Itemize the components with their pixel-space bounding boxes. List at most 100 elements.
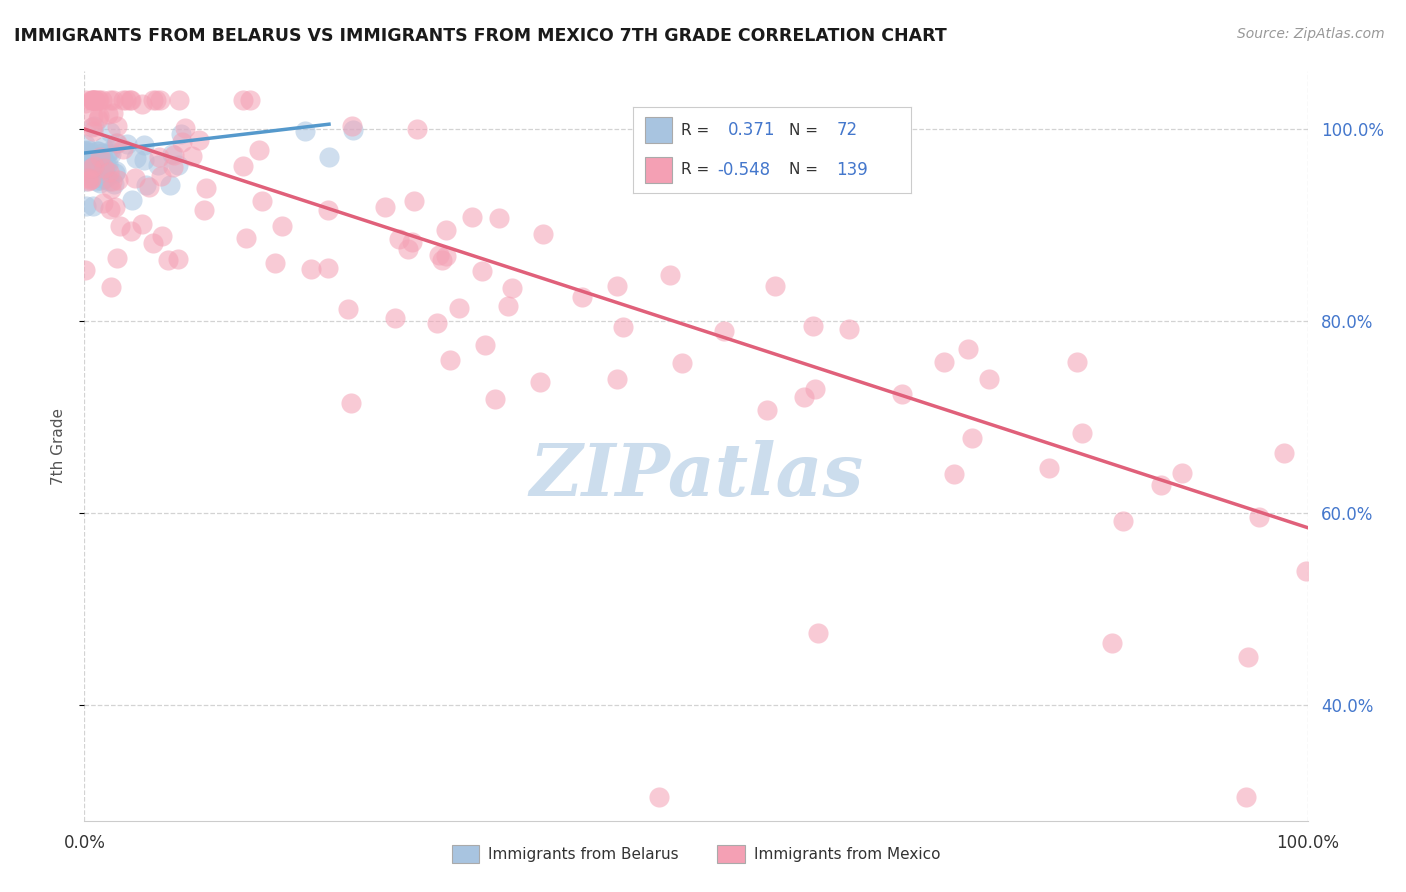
Point (434, 222, 457, 236)
Point (111, 93, 134, 107)
Text: Source: ZipAtlas.com: Source: ZipAtlas.com (1237, 27, 1385, 41)
Bar (644, 118, 672, 143)
Point (82, 158, 104, 172)
Point (264, 256, 287, 270)
Point (77, 174, 100, 188)
Point (101, 106, 124, 120)
Point (838, 322, 860, 336)
Point (174, 121, 197, 136)
Point (439, 353, 461, 368)
Point (180, 149, 202, 163)
Point (571, 290, 593, 304)
Legend: Immigrants from Belarus, Immigrants from Mexico: Immigrants from Belarus, Immigrants from… (446, 839, 946, 869)
Text: 72: 72 (837, 121, 858, 139)
Point (105, 251, 128, 265)
Point (1066, 355, 1088, 369)
Point (86, 174, 108, 188)
Point (120, 93, 142, 107)
Point (75, 165, 97, 179)
Point (531, 227, 554, 241)
Point (1101, 636, 1123, 650)
Point (91, 151, 114, 165)
Point (235, 231, 257, 245)
Point (125, 152, 148, 166)
Point (434, 249, 457, 263)
Point (804, 382, 827, 396)
Point (132, 153, 155, 167)
Point (83, 93, 105, 107)
Point (671, 356, 693, 370)
Point (318, 150, 340, 164)
Point (1150, 478, 1173, 492)
Point (120, 224, 142, 238)
Point (1112, 514, 1135, 528)
Point (1247, 510, 1270, 524)
Point (318, 260, 340, 275)
Point (80, 93, 103, 107)
Point (111, 142, 134, 156)
Point (97, 157, 120, 171)
Point (100, 144, 122, 158)
Point (807, 626, 830, 640)
Point (120, 93, 142, 107)
Point (162, 160, 184, 174)
Point (79, 173, 101, 187)
Point (114, 93, 136, 107)
Point (149, 169, 172, 184)
Point (84, 157, 107, 171)
Point (93, 171, 115, 186)
Point (91, 146, 114, 161)
Point (105, 136, 128, 150)
Text: IMMIGRANTS FROM BELARUS VS IMMIGRANTS FROM MEXICO 7TH GRADE CORRELATION CHART: IMMIGRANTS FROM BELARUS VS IMMIGRANTS FR… (14, 27, 946, 45)
Point (82, 124, 104, 138)
Point (501, 281, 523, 295)
Point (756, 403, 779, 417)
Point (1272, 446, 1295, 460)
Point (86, 153, 108, 168)
Point (108, 219, 131, 233)
Point (89, 165, 111, 179)
Point (138, 180, 160, 194)
Point (80, 160, 103, 174)
Point (80, 172, 103, 186)
Point (447, 301, 470, 315)
Point (91, 140, 114, 154)
Point (474, 337, 496, 351)
Point (157, 253, 180, 268)
Point (270, 219, 292, 234)
Text: N =: N = (789, 162, 818, 178)
Point (648, 789, 671, 804)
Point (977, 372, 1000, 386)
Point (337, 301, 360, 316)
Point (76, 149, 98, 163)
Point (239, 93, 262, 107)
Point (943, 467, 966, 482)
Point (76, 93, 98, 107)
Point (75, 137, 97, 152)
Point (167, 93, 190, 107)
Point (103, 177, 125, 191)
Point (91, 196, 114, 211)
Point (1295, 564, 1317, 578)
Point (86, 112, 108, 127)
Bar (644, 157, 672, 183)
Text: ZIPatlas: ZIPatlas (529, 441, 863, 511)
Point (105, 119, 128, 133)
Point (83, 120, 105, 134)
Point (84, 93, 107, 107)
Point (1071, 425, 1094, 440)
Point (77, 162, 100, 177)
Point (159, 178, 181, 193)
Point (87, 93, 110, 107)
Point (132, 138, 155, 153)
Point (606, 372, 628, 386)
Point (294, 123, 316, 137)
Point (83, 159, 105, 173)
Point (388, 232, 411, 246)
Point (76, 162, 98, 177)
Point (1236, 789, 1258, 804)
Point (79, 143, 101, 157)
Text: -0.548: -0.548 (717, 161, 770, 178)
Point (96, 157, 118, 171)
Point (141, 93, 163, 107)
